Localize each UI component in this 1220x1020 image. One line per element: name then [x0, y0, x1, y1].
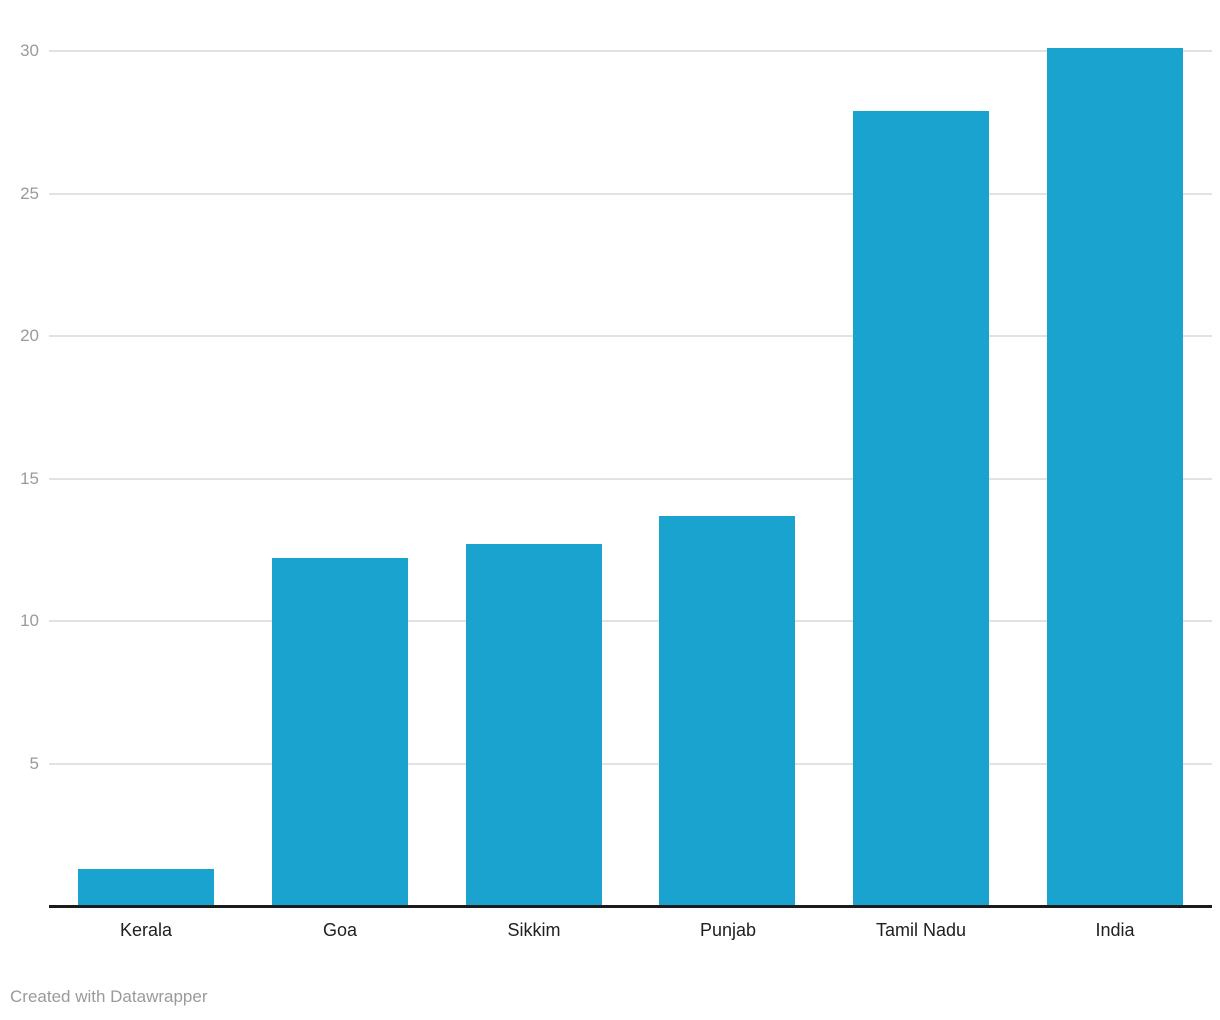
gridline	[49, 335, 1212, 337]
y-tick-label: 25	[20, 184, 39, 203]
gridline	[49, 478, 1212, 480]
bar-tamil-nadu	[853, 111, 989, 906]
x-category-label: Goa	[322, 920, 358, 940]
bar-kerala	[78, 869, 214, 906]
x-category-label: Punjab	[699, 920, 757, 940]
y-tick-label: 30	[20, 41, 39, 60]
x-category-label: Kerala	[119, 920, 173, 940]
y-tick-label: 20	[20, 326, 39, 345]
bar-goa	[272, 558, 408, 906]
y-tick-label: 15	[20, 469, 39, 488]
gridline	[49, 763, 1212, 765]
x-axis-line	[49, 905, 1212, 908]
x-category-label: Sikkim	[507, 920, 561, 940]
x-category-label: Tamil Nadu	[875, 920, 967, 940]
bar-punjab	[659, 516, 795, 906]
y-tick-label: 10	[20, 611, 39, 630]
datawrapper-credit-link[interactable]: Created with Datawrapper	[10, 987, 208, 1006]
bar-india	[1047, 48, 1183, 906]
y-tick-label: 5	[29, 754, 39, 773]
gridline	[49, 620, 1212, 622]
bar-sikkim	[466, 544, 602, 906]
gridline	[49, 193, 1212, 195]
gridline	[49, 50, 1212, 52]
x-category-label: India	[1095, 920, 1135, 940]
